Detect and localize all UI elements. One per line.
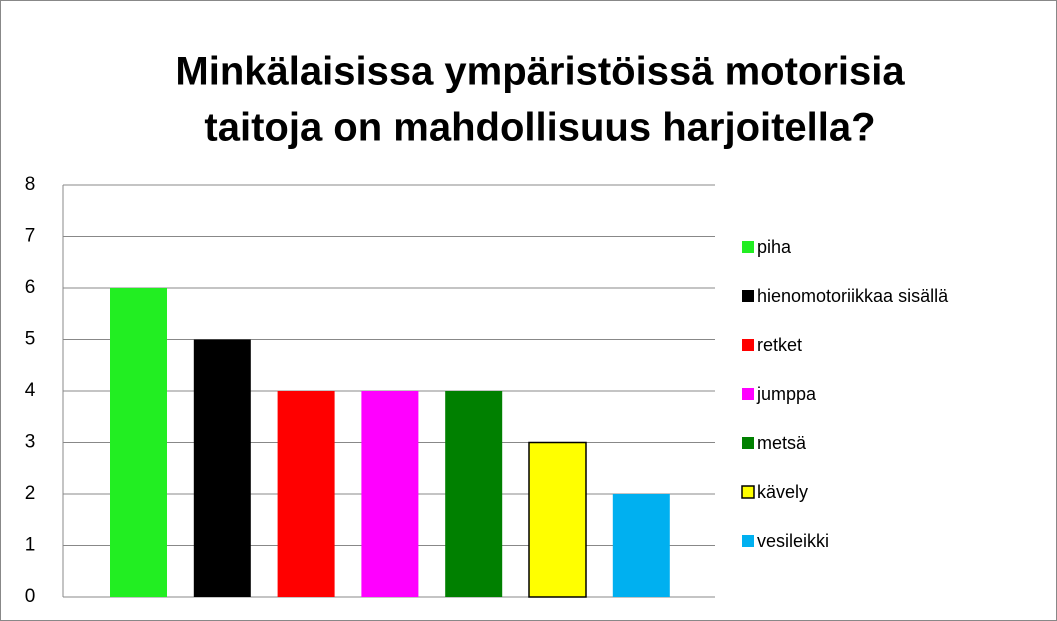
- y-tick-label: 2: [25, 483, 36, 504]
- y-tick-label: 3: [25, 432, 36, 453]
- y-tick-label: 0: [25, 586, 36, 607]
- bar: [445, 391, 503, 597]
- y-tick-label: 8: [25, 174, 36, 195]
- bar: [612, 494, 670, 597]
- legend-label: retket: [757, 335, 802, 355]
- bar: [528, 441, 587, 598]
- y-tick-label: 6: [25, 277, 36, 298]
- y-tick-label: 5: [25, 329, 36, 350]
- legend-swatch: [741, 485, 755, 499]
- bar: [277, 391, 335, 597]
- legend-label: jumppa: [756, 384, 817, 404]
- legend-swatch: [742, 535, 754, 547]
- legend-swatch: [742, 388, 754, 400]
- y-tick-label: 1: [25, 535, 36, 556]
- y-tick-label: 4: [25, 380, 36, 401]
- bar: [110, 288, 167, 597]
- legend-swatch: [742, 339, 754, 351]
- chart-title: Minkälaisissa ympäristöissä motorisia: [175, 50, 905, 94]
- legend-label: metsä: [757, 433, 807, 453]
- legend-swatch: [742, 241, 754, 253]
- legend-swatch: [742, 437, 754, 449]
- bar: [193, 339, 251, 597]
- legend-label: piha: [757, 237, 792, 257]
- bar: [361, 391, 419, 597]
- legend-label: hienomotoriikkaa sisällä: [757, 286, 949, 306]
- y-tick-label: 7: [25, 226, 36, 247]
- legend-label: kävely: [757, 482, 808, 502]
- legend-label: vesileikki: [757, 531, 829, 551]
- chart-title: taitoja on mahdollisuus harjoitella?: [204, 106, 875, 150]
- legend-swatch: [742, 290, 754, 302]
